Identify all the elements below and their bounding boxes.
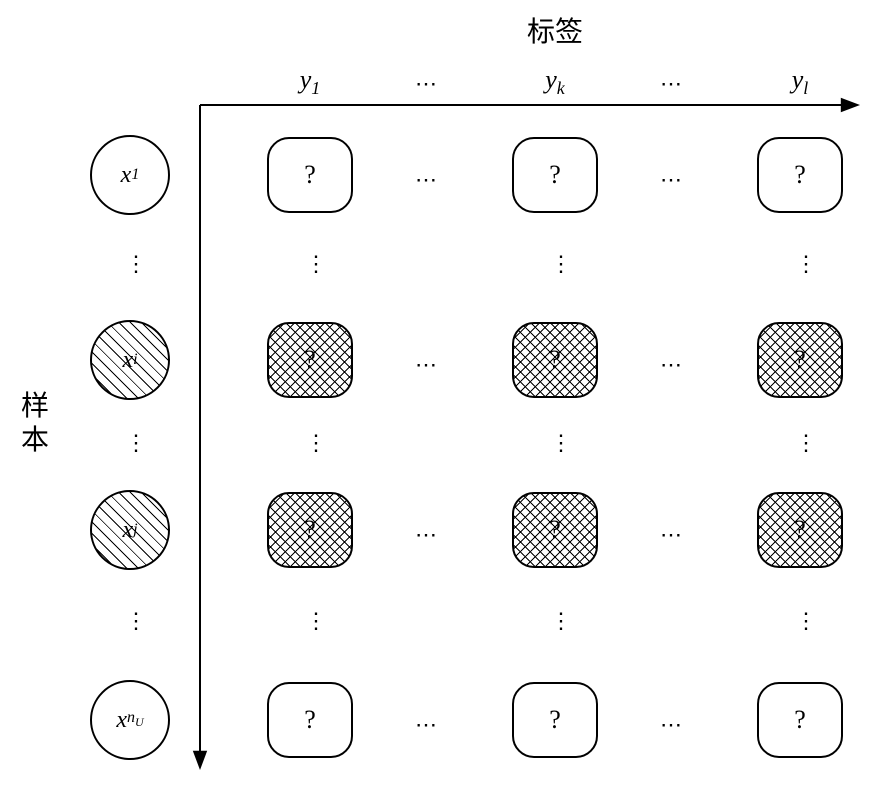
grid-cell-text: ?	[794, 705, 806, 735]
ellipsis-h-icon: ⋯	[415, 712, 441, 738]
grid-cell-text: ?	[304, 160, 316, 190]
sample-node-var: x	[122, 517, 133, 544]
ellipsis-v-icon: ⋮	[305, 437, 327, 448]
ellipsis-h-icon: ⋯	[415, 522, 441, 548]
grid-cell: ?	[512, 137, 598, 213]
ellipsis-v-icon: ⋮	[550, 437, 572, 448]
column-header: yk	[525, 65, 585, 99]
ellipsis-v-icon: ⋮	[305, 258, 327, 269]
grid-cell: ?	[267, 322, 353, 398]
ellipsis-v-icon: ⋮	[125, 437, 147, 448]
ellipsis-v-icon: ⋮	[550, 615, 572, 626]
axis-title-left: 样本	[20, 390, 50, 457]
grid-cell-text: ?	[304, 705, 316, 735]
sample-node: xj	[90, 490, 170, 570]
sample-node: xi	[90, 320, 170, 400]
sample-node: x1	[90, 135, 170, 215]
grid-cell-text: ?	[549, 345, 561, 375]
sample-node-var: x	[121, 162, 132, 189]
grid-cell: ?	[512, 492, 598, 568]
column-header-sub: k	[557, 78, 565, 98]
ellipsis-h-icon: ⋯	[660, 352, 686, 378]
grid-cell-text: ?	[794, 515, 806, 545]
sample-node-sub: i	[133, 351, 137, 369]
grid-cell: ?	[512, 682, 598, 758]
grid-cell-text: ?	[794, 345, 806, 375]
column-header: yl	[770, 65, 830, 99]
grid-cell-text: ?	[304, 515, 316, 545]
grid-cell: ?	[267, 492, 353, 568]
ellipsis-v-icon: ⋮	[795, 258, 817, 269]
ellipsis-v-icon: ⋮	[125, 615, 147, 626]
grid-cell: ?	[267, 137, 353, 213]
ellipsis-h-icon: ⋯	[660, 167, 686, 193]
ellipsis-h-icon: ⋯	[660, 712, 686, 738]
grid-cell: ?	[512, 322, 598, 398]
ellipsis-v-icon: ⋮	[305, 615, 327, 626]
ellipsis-h-icon: ⋯	[415, 352, 441, 378]
ellipsis-v-icon: ⋮	[795, 615, 817, 626]
axis-title-top: 标签	[455, 10, 655, 50]
ellipsis-h-icon: ⋯	[660, 71, 686, 97]
grid-cell-text: ?	[794, 160, 806, 190]
grid-cell: ?	[757, 322, 843, 398]
column-header-sub: 1	[311, 78, 320, 98]
grid-cell-text: ?	[304, 345, 316, 375]
grid-cell-text: ?	[549, 705, 561, 735]
ellipsis-h-icon: ⋯	[415, 71, 441, 97]
column-header-var: y	[545, 65, 557, 94]
column-header-var: y	[300, 65, 312, 94]
grid-cell-text: ?	[549, 515, 561, 545]
ellipsis-v-icon: ⋮	[125, 258, 147, 269]
grid-cell: ?	[267, 682, 353, 758]
ellipsis-v-icon: ⋮	[795, 437, 817, 448]
sample-node-var: x	[122, 347, 133, 374]
ellipsis-h-icon: ⋯	[660, 522, 686, 548]
ellipsis-v-icon: ⋮	[550, 258, 572, 269]
grid-cell: ?	[757, 492, 843, 568]
sample-node-sub: 1	[131, 166, 139, 184]
grid-cell-text: ?	[549, 160, 561, 190]
column-header: y1	[280, 65, 340, 99]
ellipsis-h-icon: ⋯	[415, 167, 441, 193]
sample-node-var: x	[116, 707, 127, 734]
sample-node: xnU	[90, 680, 170, 760]
sample-node-sub: j	[133, 521, 137, 539]
grid-cell: ?	[757, 137, 843, 213]
column-header-var: y	[792, 65, 804, 94]
grid-cell: ?	[757, 682, 843, 758]
column-header-sub: l	[803, 78, 808, 98]
sample-node-sub: nU	[127, 709, 144, 730]
